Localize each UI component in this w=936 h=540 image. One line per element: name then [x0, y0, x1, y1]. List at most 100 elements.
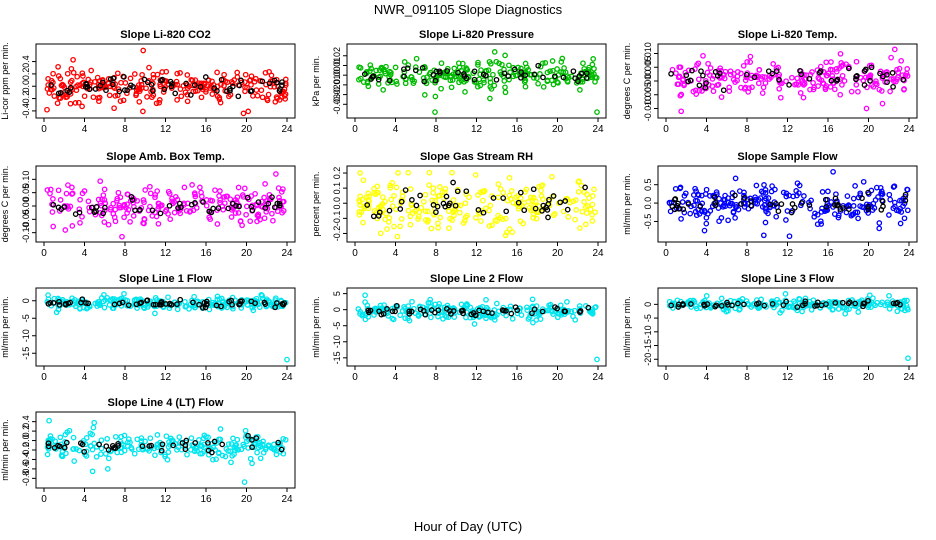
data-point — [165, 443, 172, 450]
data-point — [789, 74, 795, 81]
reference-point — [700, 72, 706, 79]
reference-point — [132, 207, 138, 214]
data-point — [451, 65, 458, 72]
reference-point — [688, 301, 694, 307]
data-point — [401, 59, 408, 65]
reference-point — [139, 443, 146, 450]
y-tick-label: 0.05 — [21, 184, 31, 202]
data-point — [252, 190, 258, 197]
x-tick-label: 8 — [433, 124, 439, 135]
x-tick-label: 8 — [122, 124, 128, 135]
data-point — [123, 204, 129, 211]
data-point — [544, 69, 551, 76]
data-point — [117, 204, 124, 211]
reference-point — [859, 195, 865, 202]
data-point — [363, 194, 370, 200]
x-tick-label: 24 — [281, 248, 293, 259]
reference-point — [735, 300, 741, 307]
panel-ylabel: ml/min per min. — [0, 419, 10, 481]
x-tick-label: 20 — [241, 124, 253, 135]
data-point — [83, 305, 90, 312]
reference-point — [188, 201, 195, 208]
reference-point — [116, 88, 123, 95]
data-point — [112, 433, 119, 440]
data-point — [809, 69, 815, 75]
data-point — [127, 218, 133, 225]
data-point — [141, 216, 148, 223]
data-point — [413, 55, 420, 62]
reference-point — [867, 77, 873, 84]
reference-point — [56, 298, 62, 305]
data-point — [464, 67, 471, 73]
x-tick-label: 0 — [352, 248, 358, 259]
reference-point — [794, 304, 801, 310]
reference-point — [269, 194, 275, 200]
data-point — [85, 198, 92, 205]
data-point — [163, 433, 170, 440]
data-point — [210, 456, 216, 463]
data-point — [213, 456, 219, 463]
data-point — [364, 302, 371, 309]
data-point — [853, 58, 860, 65]
outlier-point — [241, 479, 248, 485]
reference-point — [696, 82, 703, 89]
data-point — [240, 441, 247, 448]
data-point — [357, 193, 364, 200]
data-point — [811, 84, 817, 91]
reference-point — [761, 302, 768, 309]
data-point — [356, 76, 362, 83]
reference-point — [191, 82, 198, 88]
data-point — [377, 230, 384, 237]
data-point — [163, 207, 170, 213]
data-point — [726, 88, 733, 94]
data-point — [442, 186, 449, 192]
reference-point — [732, 192, 738, 199]
reference-point — [124, 87, 131, 94]
data-point — [902, 72, 909, 79]
data-point — [192, 304, 198, 311]
data-point — [558, 59, 565, 65]
reference-point — [63, 439, 70, 446]
reference-point — [570, 68, 577, 75]
x-tick-label: 4 — [82, 124, 88, 135]
outlier-point — [491, 49, 498, 55]
data-point — [818, 221, 825, 227]
data-point — [156, 97, 163, 103]
data-point — [221, 82, 227, 89]
data-point — [835, 214, 842, 221]
data-point — [762, 219, 769, 226]
data-point — [260, 438, 266, 445]
data-point — [358, 209, 365, 216]
data-point — [69, 184, 75, 191]
data-point — [235, 210, 242, 216]
data-point — [152, 310, 158, 317]
data-point — [382, 216, 389, 223]
data-point — [747, 195, 754, 202]
reference-point — [440, 200, 447, 207]
reference-point — [61, 444, 68, 451]
data-point — [357, 65, 364, 71]
reference-point — [545, 214, 551, 221]
x-tick-label: 8 — [122, 372, 128, 383]
data-point — [79, 70, 86, 77]
data-point — [503, 229, 510, 236]
data-point — [584, 191, 590, 198]
x-tick-label: 24 — [281, 124, 293, 135]
data-point — [589, 218, 596, 224]
data-point — [793, 188, 800, 194]
data-point — [91, 78, 98, 85]
data-point — [108, 204, 114, 211]
data-point — [234, 74, 241, 80]
data-point — [138, 438, 145, 444]
data-point — [425, 208, 431, 215]
data-point — [163, 68, 170, 75]
data-point — [886, 292, 892, 299]
reference-point — [375, 213, 382, 219]
reference-point — [144, 79, 151, 86]
data-point — [506, 62, 512, 69]
data-point — [840, 202, 846, 209]
panel-ylabel: kPa per min. — [311, 56, 321, 107]
x-tick-label: 4 — [82, 372, 88, 383]
outlier-point — [357, 170, 363, 176]
data-point — [502, 232, 509, 239]
